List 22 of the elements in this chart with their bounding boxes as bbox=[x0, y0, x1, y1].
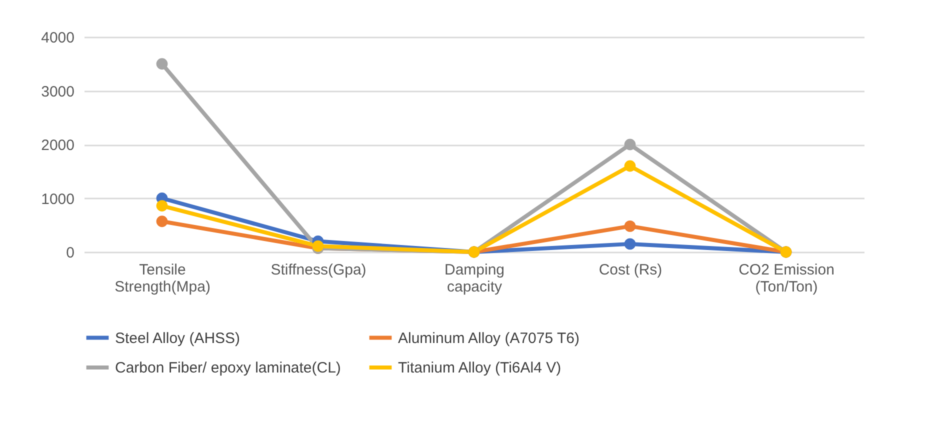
point bbox=[624, 160, 636, 172]
y-tick-label: 4000 bbox=[41, 30, 74, 46]
y-tick-label: 1000 bbox=[41, 190, 74, 208]
y-tick-label: 2000 bbox=[41, 137, 74, 154]
point bbox=[156, 216, 168, 228]
legend-label: Steel Alloy (AHSS) bbox=[115, 330, 240, 347]
legend-label: Aluminum Alloy (A7075 T6) bbox=[398, 330, 580, 347]
point bbox=[624, 220, 636, 232]
x-tick-label: Stiffness(Gpa) bbox=[270, 262, 366, 278]
point bbox=[156, 200, 168, 212]
point bbox=[312, 240, 324, 252]
x-tick-label: CO2 Emission (Ton/Ton) bbox=[738, 262, 834, 296]
point bbox=[624, 238, 636, 250]
point bbox=[624, 138, 636, 150]
point bbox=[156, 58, 168, 70]
x-tick-label: Tensile Strength(Mpa) bbox=[114, 262, 210, 296]
legend-label: Carbon Fiber/ epoxy laminate(CL) bbox=[115, 360, 341, 376]
y-tick-label: 0 bbox=[66, 244, 74, 262]
y-tick-label: 3000 bbox=[41, 83, 74, 100]
x-tick-label: Damping capacity bbox=[444, 262, 505, 296]
legend-label: Titanium Alloy (Ti6Al4 V) bbox=[398, 360, 562, 376]
x-tick-label: Cost (Rs) bbox=[598, 262, 662, 278]
